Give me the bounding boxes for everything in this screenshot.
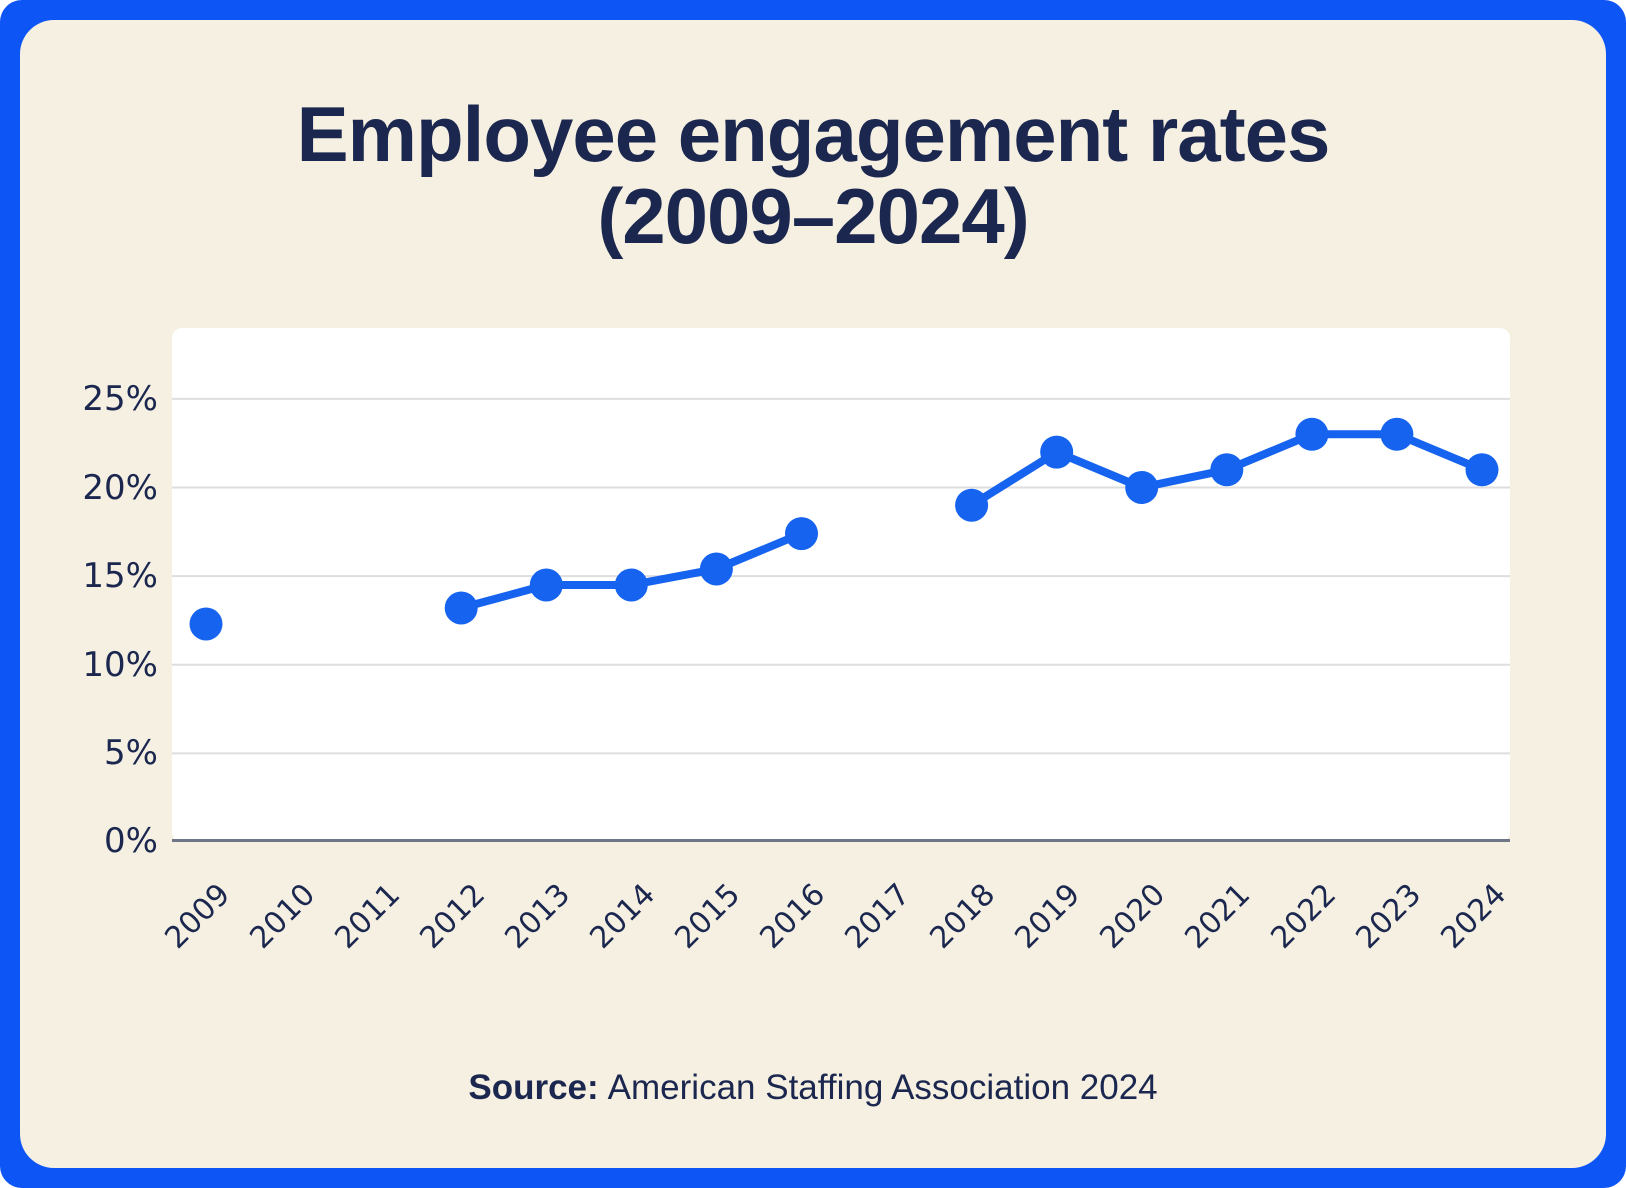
y-tick-label-0pct: 0% [104, 820, 158, 861]
chart-title-line1: Employee engagement rates [296, 90, 1331, 178]
y-tick-label-5pct: 5% [104, 733, 158, 774]
y-tick-label-20pct: 20% [82, 467, 158, 508]
x-tick-label-2009: 2009 [158, 877, 237, 956]
x-tick-label-2022: 2022 [1263, 877, 1343, 956]
x-tick-label-2023: 2023 [1348, 877, 1428, 956]
source-text: American Staffing Association 2024 [607, 1068, 1158, 1107]
source-line: Source: American Staffing Association 202… [20, 1067, 1606, 1109]
y-tick-label-25pct: 25% [82, 378, 158, 419]
source-label: Source: [468, 1068, 599, 1107]
x-tick-label-2018: 2018 [923, 877, 1003, 956]
data-point-2012 [444, 591, 478, 625]
data-point-2024 [1465, 453, 1499, 487]
y-tick-label-15pct: 15% [82, 556, 158, 597]
chart-title: Employee engagement rates (2009–2024) [20, 90, 1606, 260]
data-point-2019 [1040, 435, 1074, 469]
chart-card: Employee engagement rates (2009–2024) 0%… [20, 20, 1606, 1168]
data-point-2021 [1210, 453, 1244, 487]
x-tick-label-2021: 2021 [1178, 877, 1258, 956]
data-point-2018 [955, 488, 989, 522]
data-point-2015 [699, 552, 733, 586]
engagement-line-chart [172, 397, 1510, 842]
x-tick-label-2019: 2019 [1008, 877, 1088, 956]
data-point-2013 [529, 568, 563, 602]
data-point-2009 [189, 607, 223, 641]
x-tick-label-2010: 2010 [243, 877, 322, 956]
data-point-2016 [785, 517, 818, 551]
x-tick-label-2014: 2014 [583, 877, 663, 956]
x-tick-label-2013: 2013 [498, 877, 578, 956]
x-tick-label-2024: 2024 [1434, 877, 1513, 956]
x-tick-label-2017: 2017 [838, 877, 918, 956]
x-tick-label-2012: 2012 [413, 877, 492, 956]
data-point-2014 [614, 568, 648, 602]
x-tick-label-2011: 2011 [328, 877, 407, 956]
data-point-2022 [1295, 417, 1329, 451]
y-tick-label-10pct: 10% [82, 644, 158, 685]
x-tick-label-2020: 2020 [1093, 877, 1173, 956]
x-tick-label-2016: 2016 [753, 877, 833, 956]
chart-title-line2: (2009–2024) [597, 171, 1029, 260]
data-point-2023 [1380, 417, 1414, 451]
plot-area [172, 328, 1510, 842]
x-tick-label-2015: 2015 [668, 877, 748, 956]
y-axis-labels: 0% 5% 10% 15% 20% 25% [20, 328, 158, 861]
data-point-2020 [1125, 471, 1159, 504]
x-axis-labels: 2009 2010 2011 2012 2013 2014 2015 2016 2017 2018… [158, 842, 1513, 982]
